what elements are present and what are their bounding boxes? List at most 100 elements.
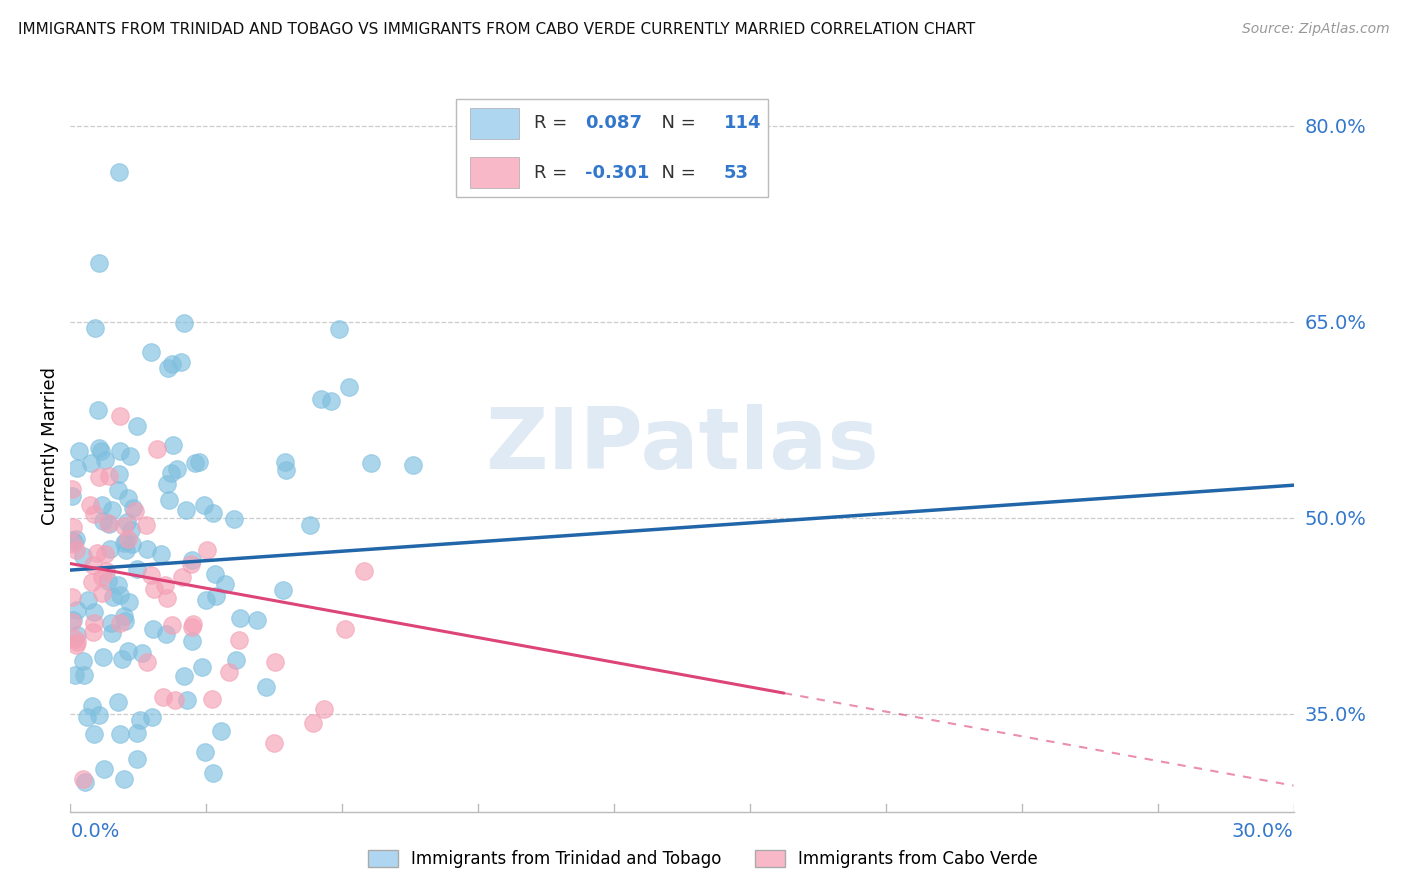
Point [112,609,135,624]
Point [201,692,224,706]
Point [60,615,83,630]
Point [401,458,423,472]
Point [160,617,183,632]
Text: ZIPatlas: ZIPatlas [485,404,879,488]
Point [114,542,136,557]
Point [101,503,124,517]
Point [121,500,143,515]
Point [65,638,87,652]
Text: N =: N = [650,114,702,132]
Point [180,558,202,572]
Point [72,667,94,681]
Point [204,567,226,582]
Text: Source: ZipAtlas.com: Source: ZipAtlas.com [1241,22,1389,37]
Point [131,646,153,660]
Point [319,393,342,408]
Point [112,519,135,533]
Point [60,591,83,605]
Point [83,321,105,335]
Point [93,650,115,665]
Point [60,533,83,547]
Point [79,498,101,512]
Point [93,763,115,777]
Point [218,665,240,679]
Point [176,692,198,706]
Point [108,726,131,740]
Point [135,541,157,556]
Point [94,548,117,562]
Point [94,453,117,467]
Point [311,392,333,407]
Point [89,708,111,723]
Point [91,498,114,512]
Text: -0.301: -0.301 [585,163,650,182]
Point [156,477,179,491]
Point [65,543,87,558]
Point [162,438,184,452]
Point [139,345,162,359]
Point [115,516,138,530]
Point [187,454,209,468]
Text: N =: N = [650,163,702,182]
Point [180,553,202,567]
Point [254,681,277,695]
Point [159,493,181,508]
Point [98,517,121,532]
Point [89,470,111,484]
Point [117,491,139,505]
Point [60,482,83,496]
Point [77,593,100,607]
Point [66,635,89,649]
Point [97,574,120,588]
Point [63,632,86,646]
Point [80,456,103,470]
Point [108,164,131,178]
Point [63,668,86,682]
Point [125,418,148,433]
Point [141,710,163,724]
Point [302,716,325,731]
Point [125,725,148,739]
Point [108,588,131,602]
Point [246,614,269,628]
Point [120,523,142,537]
Point [335,622,357,636]
Point [163,693,186,707]
Point [339,379,361,393]
Point [202,506,225,520]
Text: IMMIGRANTS FROM TRINIDAD AND TOBAGO VS IMMIGRANTS FROM CABO VERDE CURRENTLY MARR: IMMIGRANTS FROM TRINIDAD AND TOBAGO VS I… [18,22,976,37]
Text: 0.087: 0.087 [585,114,643,132]
Point [66,628,89,642]
Point [353,564,375,578]
Point [101,626,124,640]
Point [83,616,105,631]
Point [180,634,202,648]
Point [125,562,148,576]
Point [202,766,225,780]
Point [149,548,172,562]
Point [110,444,132,458]
Point [170,355,193,369]
Point [76,709,98,723]
Point [271,582,294,597]
Point [82,558,104,572]
Point [314,701,336,715]
Point [67,443,90,458]
Point [153,578,176,592]
Point [72,654,94,668]
Point [173,316,195,330]
Point [157,360,180,375]
Point [118,450,141,464]
Point [90,569,112,583]
Point [146,442,169,457]
Point [80,698,103,713]
Point [209,723,232,738]
Text: 53: 53 [724,163,748,182]
Point [141,568,163,582]
Point [228,611,250,625]
Point [263,655,285,669]
Point [86,546,108,560]
Text: 0.0%: 0.0% [70,822,120,841]
Legend: Immigrants from Trinidad and Tobago, Immigrants from Cabo Verde: Immigrants from Trinidad and Tobago, Imm… [361,843,1045,875]
Point [328,321,350,335]
